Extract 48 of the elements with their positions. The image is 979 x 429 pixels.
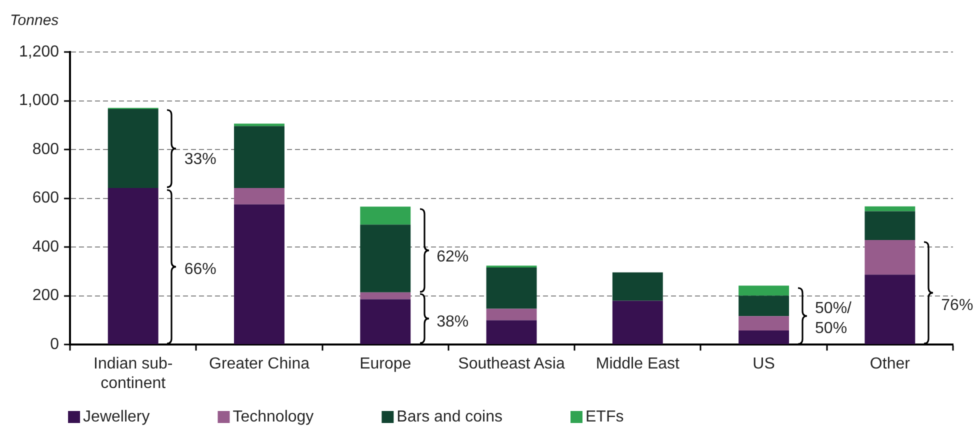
bar	[360, 206, 411, 225]
bar	[234, 124, 284, 126]
y-tick-label: 1,000	[18, 92, 60, 110]
y-tick-label: 200	[32, 287, 60, 304]
annotation: 33%	[184, 150, 216, 168]
bar	[612, 300, 663, 344]
x-tick-label: Southeast Asia	[458, 356, 565, 373]
annotation: 66%	[184, 261, 216, 278]
legend-label: ETFs	[586, 408, 624, 426]
bar	[360, 224, 411, 292]
x-tick-label: US	[752, 356, 775, 373]
y-tick-label: 0	[50, 336, 60, 354]
bar	[360, 299, 411, 344]
legend-label: Technology	[232, 408, 314, 426]
y-tick-label: 400	[32, 238, 60, 256]
bar	[612, 272, 663, 301]
bar	[486, 308, 537, 320]
x-tick-label: Other	[870, 356, 911, 373]
bar	[234, 204, 284, 344]
bar	[864, 211, 916, 240]
legend-label: Bars and coins	[396, 408, 503, 426]
y-tick-label: 1,200	[18, 43, 60, 60]
bar	[234, 188, 284, 204]
bar	[864, 240, 916, 275]
bar	[108, 109, 158, 188]
bar	[486, 320, 537, 344]
bar	[234, 126, 284, 188]
bar	[864, 274, 916, 344]
bar	[738, 316, 790, 330]
bar	[360, 292, 411, 300]
annotation: 38%	[436, 313, 469, 330]
y-tick-label: 800	[32, 140, 60, 158]
x-tick-label: Middle East	[596, 356, 680, 373]
y-axis-title: Tonnes	[10, 12, 60, 30]
x-tick-label: Europe	[360, 356, 412, 373]
annotation: 76%	[941, 297, 974, 314]
annotation: 62%	[436, 248, 469, 266]
x-tick-label: Indian sub-continent	[94, 356, 173, 392]
legend-label: Jewellery	[83, 408, 150, 426]
x-tick-label: Greater China	[208, 356, 310, 373]
bar	[738, 296, 790, 316]
y-tick-label: 600	[32, 190, 60, 207]
bar	[738, 286, 790, 296]
bar	[108, 188, 158, 344]
bar	[738, 330, 790, 344]
bar	[864, 206, 916, 212]
bar	[486, 268, 537, 309]
annotation: 50%/ 50%	[815, 300, 852, 337]
